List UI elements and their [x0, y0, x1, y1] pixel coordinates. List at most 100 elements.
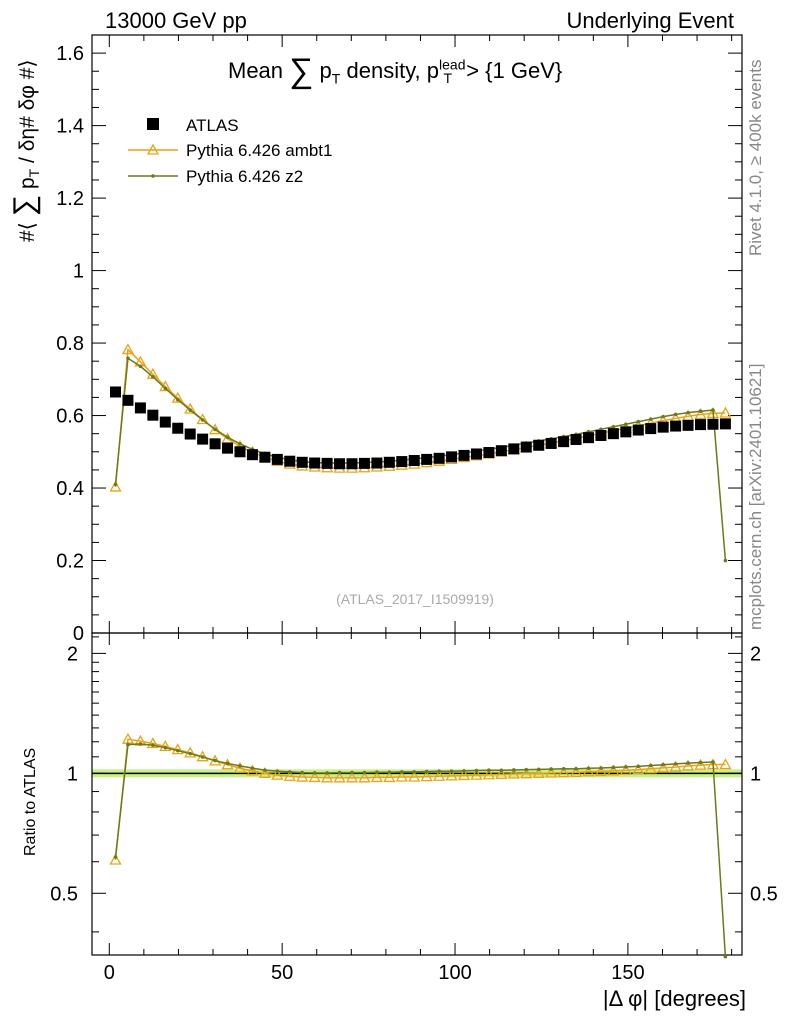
y-tick-label: 0.6: [56, 406, 84, 428]
ratio-point-ambt1: [445, 769, 458, 781]
ratio-point-z2: [300, 770, 305, 775]
ratio-point-z2: [586, 766, 591, 771]
ratio-point-z2: [536, 767, 541, 772]
ratio-point-z2: [624, 765, 628, 769]
point-atlas: [645, 423, 657, 435]
ratio-point-ambt1: [345, 771, 359, 783]
point-z2: [648, 417, 653, 421]
ratio-point-z2: [275, 769, 280, 773]
ratio-point-z2: [337, 770, 342, 775]
header-left-label: 13000 GeV pp: [105, 8, 247, 33]
ratio-point-ambt1: [420, 770, 433, 782]
point-atlas: [632, 424, 644, 436]
ratio-point-z2: [287, 770, 292, 774]
analysis-label: (ATLAS_2017_I1509919): [336, 591, 494, 607]
point-z2: [611, 424, 616, 429]
plot-title: Mean ∑ pT density, pleadT > {1 GeV}: [228, 52, 562, 91]
ratio-point-ambt1: [594, 765, 608, 777]
y-tick-label: 1.4: [56, 116, 84, 138]
title-T2: T: [443, 70, 453, 87]
ratio-point-ambt1: [619, 763, 632, 775]
legend-marker-atlas: [147, 118, 159, 130]
title-lead: lead: [439, 56, 466, 73]
ratio-point-ambt1: [308, 771, 321, 783]
ratio-point-z2: [673, 762, 678, 766]
ratio-point-z2: [151, 743, 155, 748]
x-axis-label: |Δ φ| [degrees]: [602, 986, 746, 1011]
point-atlas: [595, 429, 607, 441]
legend-label-z2: Pythia 6.426 z2: [186, 167, 303, 186]
ratio-point-ambt1: [470, 768, 483, 780]
point-atlas: [695, 419, 707, 431]
ratio-point-z2: [250, 766, 255, 770]
ratio-tick-label-right: 2: [750, 643, 761, 665]
y-tick-label: 1.2: [56, 188, 84, 210]
point-atlas: [284, 455, 296, 467]
ratio-tick-label-left: 0.5: [50, 883, 78, 905]
ratio-point-z2: [399, 770, 404, 774]
ratio-point-z2: [561, 767, 566, 771]
ratio-point-z2: [113, 855, 118, 859]
ratio-point-z2: [126, 742, 130, 747]
ratio-tick-label-right: 1: [750, 763, 761, 785]
point-atlas: [458, 449, 470, 461]
ratio-point-ambt1: [109, 853, 122, 865]
point-ambt1: [694, 408, 707, 420]
point-atlas: [147, 409, 159, 421]
ratio-point-z2: [362, 770, 367, 775]
ratio-point-z2: [312, 771, 317, 775]
ratio-point-z2: [449, 769, 454, 774]
ratio-point-ambt1: [495, 768, 508, 780]
point-atlas: [607, 428, 619, 440]
ratio-point-ambt1: [159, 740, 172, 752]
title-sum: ∑: [289, 52, 314, 90]
ratio-point-ambt1: [233, 761, 247, 773]
ratio-point-ambt1: [321, 771, 334, 783]
point-z2: [225, 435, 230, 440]
point-atlas: [134, 402, 146, 414]
ratio-tick-label-left: 1: [67, 763, 78, 785]
point-atlas: [446, 451, 458, 463]
ratio-point-ambt1: [258, 766, 271, 778]
x-tick-label: 100: [438, 962, 471, 984]
ratio-point-ambt1: [657, 761, 670, 773]
point-atlas: [234, 446, 246, 458]
y-tick-label: 1: [73, 261, 84, 283]
point-z2: [711, 408, 715, 412]
point-z2: [151, 374, 155, 379]
ratio-point-z2: [474, 768, 479, 773]
header-right-label: Underlying Event: [566, 8, 734, 33]
point-atlas: [197, 433, 209, 445]
ratio-point-z2: [138, 742, 143, 746]
point-ambt1: [208, 423, 222, 435]
y-tick-label: 0: [73, 623, 84, 645]
point-z2: [126, 356, 130, 361]
point-atlas: [346, 458, 358, 470]
ratio-point-ambt1: [681, 759, 695, 771]
point-atlas: [184, 428, 196, 440]
point-z2: [163, 386, 168, 391]
ratio-point-z2: [238, 764, 242, 768]
ratio-tick-label-right: 0.5: [750, 883, 778, 905]
point-z2: [138, 364, 143, 369]
point-ambt1: [719, 406, 732, 418]
ratio-plot-frame: [91, 632, 743, 956]
ratio-point-ambt1: [669, 760, 682, 772]
ratio-point-z2: [686, 761, 690, 765]
ratio-line-ambt1: [114, 738, 726, 861]
ratio-point-ambt1: [383, 771, 396, 783]
ratio-point-ambt1: [271, 768, 284, 780]
point-atlas: [122, 394, 134, 406]
point-z2: [698, 409, 703, 413]
ratio-point-ambt1: [520, 767, 533, 779]
ratio-tick-label-left: 2: [67, 643, 78, 665]
point-atlas: [433, 452, 445, 464]
ratio-point-z2: [661, 762, 665, 767]
point-z2: [686, 410, 690, 415]
ratio-point-ambt1: [370, 771, 383, 783]
title-mean: Mean: [228, 58, 284, 83]
ratio-point-ambt1: [246, 764, 259, 776]
point-atlas: [259, 451, 271, 463]
point-atlas: [383, 456, 395, 468]
